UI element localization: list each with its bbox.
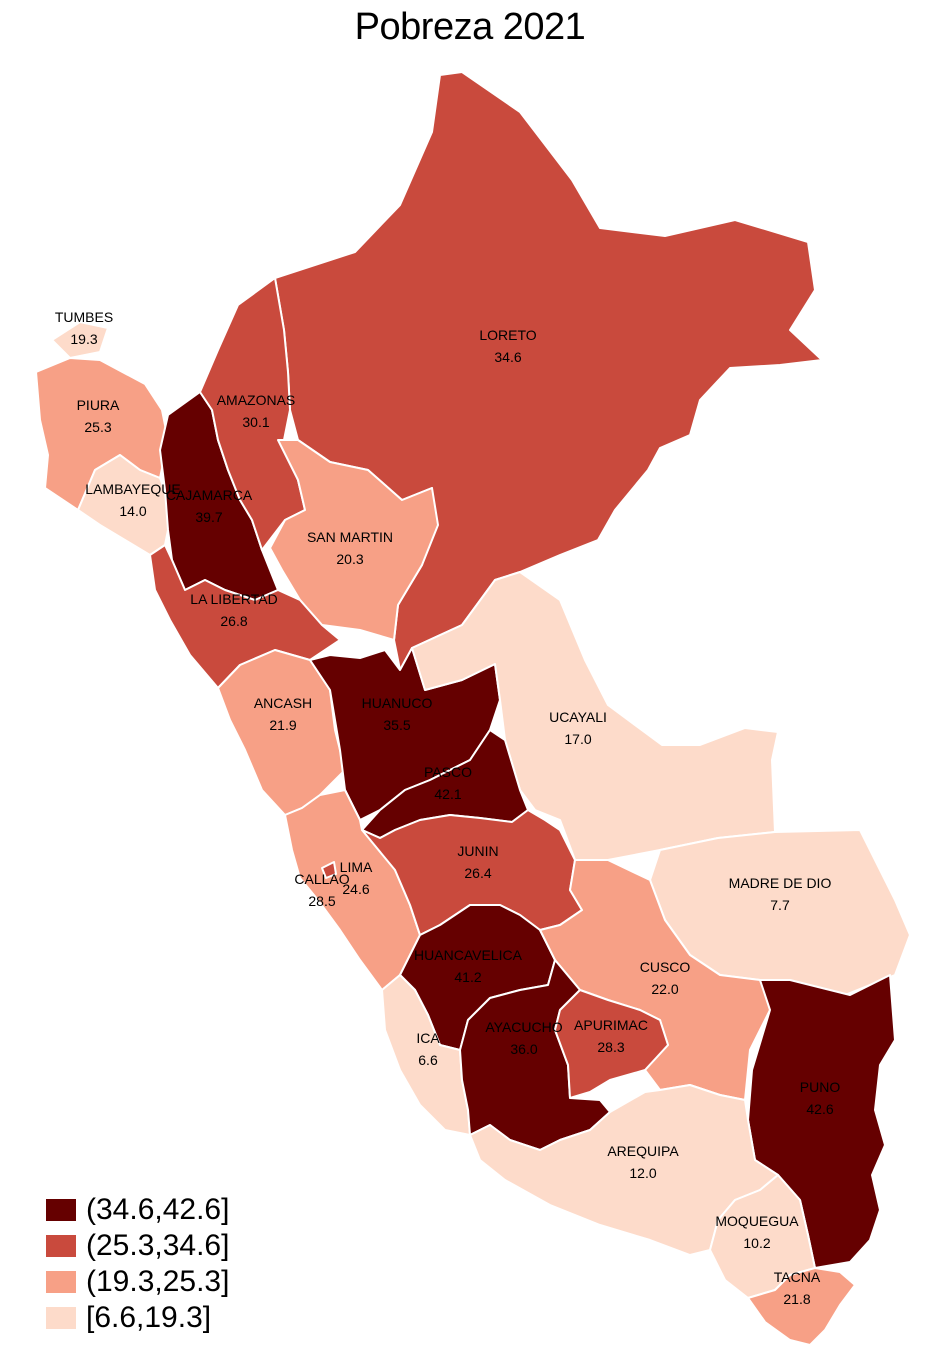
label-junin: JUNIN 26.4	[457, 843, 498, 881]
label-huancavelica: HUANCAVELICA 41.2	[414, 947, 523, 985]
label-ucayali: UCAYALI 17.0	[549, 709, 607, 747]
label-sanmartin: SAN MARTIN 20.3	[307, 529, 393, 567]
region-lalibertad[interactable]	[149, 544, 341, 689]
legend-swatch	[46, 1199, 76, 1221]
region-sanmartin[interactable]	[269, 439, 439, 641]
legend-item: [6.6,19.3]	[46, 1300, 229, 1336]
region-callao[interactable]	[321, 861, 337, 879]
label-ica: ICA 6.6	[416, 1030, 440, 1068]
label-apurimac: APURIMAC 28.3	[574, 1017, 648, 1055]
label-loreto: LORETO 34.6	[479, 327, 536, 365]
region-ancash[interactable]	[217, 649, 346, 816]
label-cusco: CUSCO 22.0	[640, 959, 691, 997]
legend-swatch	[46, 1271, 76, 1293]
legend-item: (19.3,25.3]	[46, 1264, 229, 1300]
legend-item: (34.6,42.6]	[46, 1192, 229, 1228]
label-piura: PIURA 25.3	[77, 397, 120, 435]
label-lalibertad: LA LIBERTAD 26.8	[190, 591, 277, 629]
label-puno: PUNO 42.6	[800, 1079, 841, 1117]
legend-swatch	[46, 1235, 76, 1257]
label-cajamarca: CAJAMARCA 39.7	[166, 487, 253, 525]
label-tumbes: TUMBES 19.3	[55, 309, 113, 347]
region-labels: TUMBES 19.3 PIURA 25.3 LAMBAYEQUE 14.0 CAJA…	[55, 309, 841, 1307]
map-legend: (34.6,42.6] (25.3,34.6] (19.3,25.3] [6.6…	[46, 1192, 229, 1336]
label-lambayeque: LAMBAYEQUE 14.0	[85, 481, 180, 519]
label-callao: CALLAO 28.5	[294, 871, 349, 909]
label-pasco: PASCO 42.1	[424, 764, 472, 802]
legend-label: (34.6,42.6]	[86, 1193, 230, 1226]
region-arequipa[interactable]	[469, 1084, 779, 1256]
region-tumbes[interactable]	[51, 321, 109, 359]
label-moquegua: MOQUEGUA 10.2	[715, 1213, 799, 1251]
legend-label: (25.3,34.6]	[86, 1229, 230, 1262]
legend-label: [6.6,19.3]	[86, 1301, 212, 1334]
label-madrededios: MADRE DE DIO 7.7	[729, 875, 832, 913]
label-ayacucho: AYACUCHO 36.0	[485, 1019, 562, 1057]
map-title: Pobreza 2021	[354, 6, 586, 48]
label-tacna: TACNA 21.8	[774, 1269, 821, 1307]
label-amazonas: AMAZONAS 30.1	[217, 392, 296, 430]
legend-swatch	[46, 1307, 76, 1329]
legend-label: (19.3,25.3]	[86, 1265, 230, 1298]
region-ayacucho[interactable]	[459, 959, 611, 1151]
label-ancash: ANCASH 21.9	[254, 695, 312, 733]
label-lima: LIMA 24.6	[340, 859, 373, 897]
legend-item: (25.3,34.6]	[46, 1228, 229, 1264]
region-tacna[interactable]	[747, 1267, 856, 1346]
region-apurimac[interactable]	[554, 989, 669, 1099]
label-arequipa: AREQUIPA 12.0	[607, 1143, 679, 1181]
label-huanuco: HUANUCO 35.5	[362, 695, 433, 733]
